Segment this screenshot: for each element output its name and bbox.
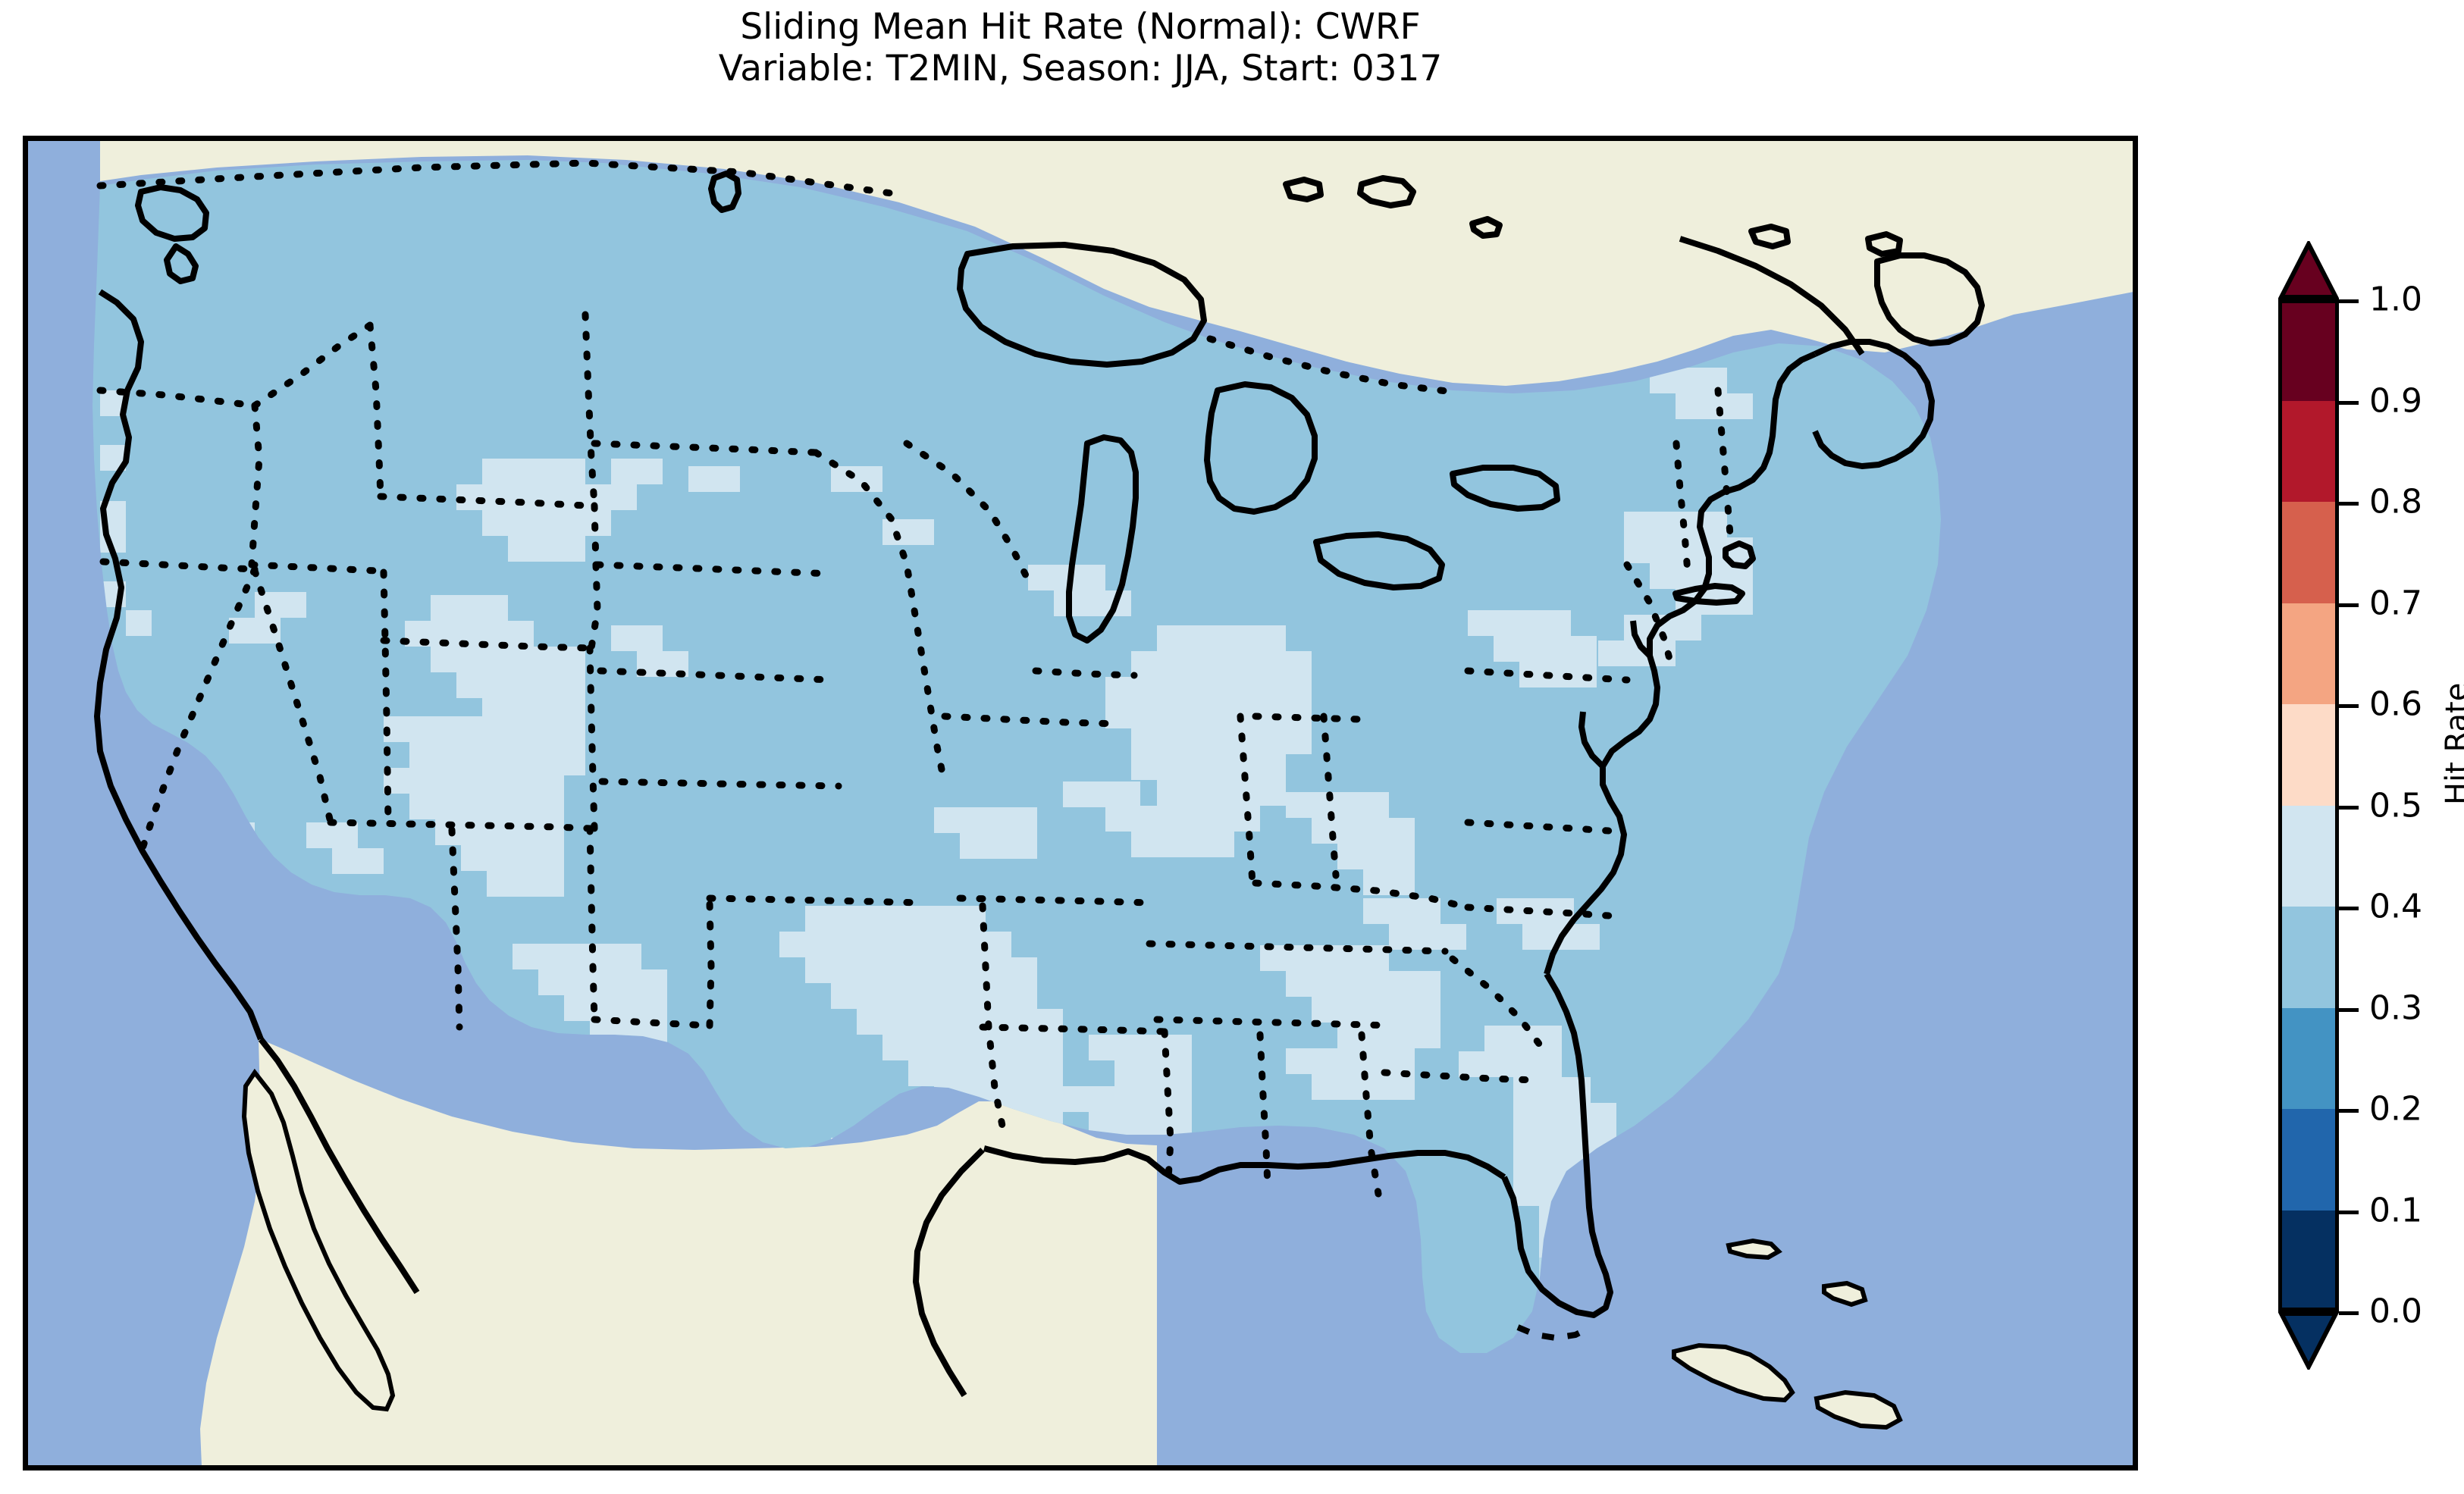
colorbar-tick-1.0: [2339, 299, 2359, 303]
cuba-landmask: [1672, 1342, 1795, 1403]
colorbar-tick-0.9: [2339, 400, 2359, 405]
colorbar-tick-0.0: [2339, 1311, 2359, 1315]
colorbar-ticklabel-0.4: 0.4: [2369, 887, 2422, 926]
colorbar-ticklabel-0.0: 0.0: [2369, 1292, 2422, 1331]
colorbar-tick-0.8: [2339, 502, 2359, 506]
colorbar-ticklabel-1.0: 1.0: [2369, 280, 2422, 319]
bahamas-landmask: [1726, 1238, 1782, 1261]
colorbar-band-0.5-0.6: [2278, 704, 2339, 806]
colorbar-tick-0.7: [2339, 603, 2359, 607]
figure-title: Sliding Mean Hit Rate (Normal): CWRF Var…: [0, 6, 2161, 90]
colorbar-ticklabel-0.1: 0.1: [2369, 1191, 2422, 1229]
colorbar-ticklabel-0.6: 0.6: [2369, 684, 2422, 724]
coastlines: [94, 171, 1985, 1398]
colorbar-tick-0.4: [2339, 907, 2359, 910]
state-borders: [96, 159, 1734, 1198]
colorbar-extend-min-arrow: [2277, 1311, 2340, 1372]
bahamas-south-landmask: [1822, 1280, 1868, 1308]
map-plot-area: [27, 140, 2133, 1466]
colorbar-tick-0.3: [2339, 1007, 2359, 1012]
colorbar-ticklabel-0.5: 0.5: [2369, 786, 2422, 825]
colorbar-band-0.4-0.5: [2278, 805, 2339, 907]
colorbar-ticklabel-0.9: 0.9: [2369, 381, 2422, 420]
colorbar-band-0.1-0.2: [2278, 1109, 2339, 1211]
map-axes: [23, 136, 2138, 1471]
colorbar-extend-max-arrow: [2277, 239, 2340, 300]
colorbar-band-0.8-0.9: [2278, 400, 2339, 502]
map-svg: [27, 140, 2133, 1466]
colorbar-ticklabel-0.2: 0.2: [2369, 1089, 2422, 1129]
colorbar-band-0.0-0.1: [2278, 1210, 2339, 1311]
colorbar-band-0.7-0.8: [2278, 502, 2339, 603]
colorbar-tick-0.6: [2339, 704, 2359, 708]
colorbar-band-0.6-0.7: [2278, 603, 2339, 704]
canada-landmask: [100, 140, 2133, 386]
mexico-landmask: [200, 1038, 1157, 1466]
colorbar-axis-label: Hit Rate: [2440, 682, 2464, 805]
colorbar-ticklabel-0.3: 0.3: [2369, 988, 2422, 1027]
colorbar-band-0.2-0.3: [2278, 1007, 2339, 1109]
title-line-2: Variable: T2MIN, Season: JJA, Start: 031…: [718, 48, 1443, 90]
colorbar-tick-0.1: [2339, 1210, 2359, 1214]
colorbar-band-0.9-1.0: [2278, 299, 2339, 401]
baja-california-landmask: [241, 1068, 396, 1412]
title-line-1: Sliding Mean Hit Rate (Normal): CWRF: [740, 6, 1421, 48]
colorbar-tick-0.2: [2339, 1109, 2359, 1113]
colorbar-tick-0.5: [2339, 805, 2359, 810]
colorbar-ticklabel-0.7: 0.7: [2369, 584, 2422, 622]
colorbar-ticklabel-0.8: 0.8: [2369, 482, 2422, 521]
colorbar[interactable]: [2278, 299, 2339, 1311]
colorbar-band-0.3-0.4: [2278, 907, 2339, 1008]
hispaniola-landmask: [1814, 1389, 1903, 1430]
